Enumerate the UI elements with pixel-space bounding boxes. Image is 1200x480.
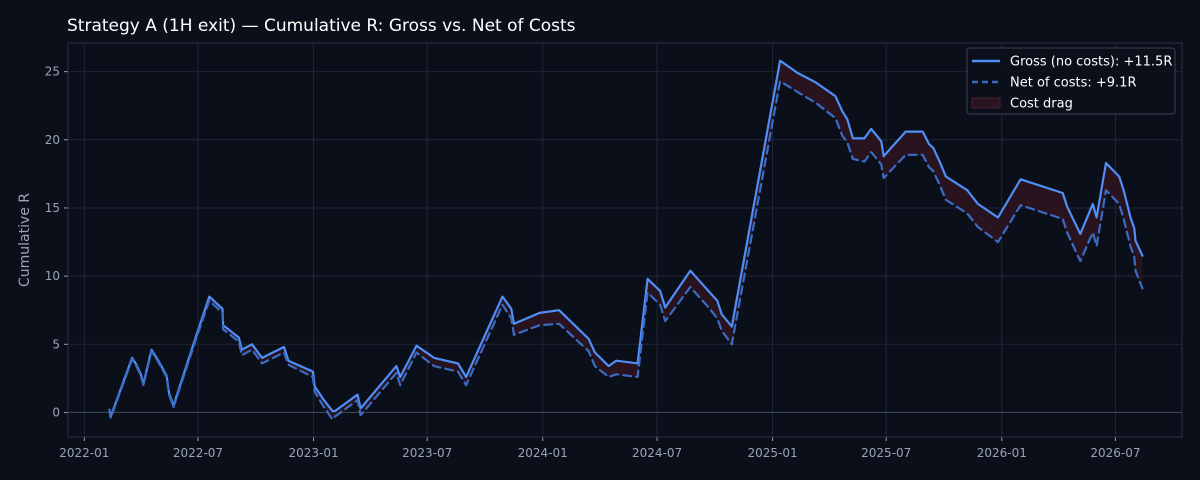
chart-title: Strategy A (1H exit) — Cumulative R: Gro… (67, 16, 576, 36)
plot-frame (67, 42, 1183, 438)
y-tick-label: 15 (45, 201, 60, 215)
x-tick-label: 2023-01 (288, 446, 338, 460)
x-tick-label: 2023-07 (402, 446, 452, 460)
net-series-line (108, 80, 1144, 421)
y-tick-label: 0 (52, 405, 60, 419)
y-tick-label: 5 (52, 337, 60, 351)
y-tick-label: 10 (45, 269, 60, 283)
y-axis-label: Cumulative R (17, 193, 33, 287)
x-tick-label: 2026-07 (1090, 446, 1140, 460)
y-tick-label: 25 (45, 65, 60, 79)
legend-gross-label: Gross (no costs): +11.5R (1010, 55, 1172, 70)
y-tick-label: 20 (45, 133, 60, 147)
legend-box (966, 47, 1176, 115)
legend-cost-drag-swatch (971, 97, 1001, 109)
x-tick-label: 2022-07 (173, 446, 223, 460)
x-tick-label: 2025-01 (748, 446, 798, 460)
x-tick-label: 2022-01 (59, 446, 109, 460)
legend-net-label: Net of costs: +9.1R (1010, 76, 1136, 91)
x-tick-label: 2025-07 (861, 446, 911, 460)
legend-cost-drag-label: Cost drag (1010, 97, 1073, 112)
legend: Gross (no costs): +11.5R Net of costs: +9… (966, 47, 1176, 115)
x-tick-label: 2024-07 (632, 446, 682, 460)
x-tick-label: 2024-01 (518, 446, 568, 460)
x-tick-label: 2026-01 (977, 446, 1027, 460)
